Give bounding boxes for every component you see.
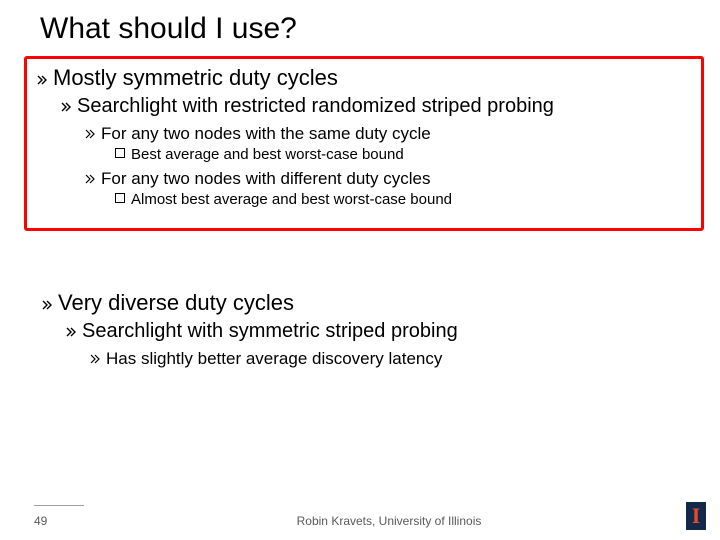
illinois-logo-i-icon: [686, 502, 706, 530]
bullet-level-3: Has slightly better average discovery la…: [90, 349, 692, 369]
bullet-level-2: Searchlight with symmetric striped probi…: [66, 320, 692, 343]
bullet-text: Very diverse duty cycles: [58, 290, 692, 316]
bullet-level-3: For any two nodes with the same duty cyc…: [85, 124, 691, 144]
arrow-bullet-icon: [37, 65, 53, 91]
bullet-text: Searchlight with symmetric striped probi…: [82, 320, 692, 343]
illinois-logo: [686, 502, 710, 534]
bullet-text: Searchlight with restricted randomized s…: [77, 95, 691, 118]
arrow-bullet-icon: [61, 95, 77, 118]
bullet-level-2: Searchlight with restricted randomized s…: [61, 95, 691, 118]
footer: 49 Robin Kravets, University of Illinois: [34, 514, 694, 528]
arrow-bullet-icon: [66, 320, 82, 343]
arrow-bullet-icon: [85, 169, 101, 189]
footer-rule: [34, 505, 84, 506]
bullet-level-4: Almost best average and best worst-case …: [115, 191, 691, 208]
square-bullet-icon: [115, 191, 131, 208]
bullet-text: For any two nodes with different duty cy…: [101, 169, 691, 189]
slide: What should I use? Mostly symmetric duty…: [0, 0, 720, 540]
bullet-level-1: Mostly symmetric duty cycles: [37, 65, 691, 91]
bullet-text: For any two nodes with the same duty cyc…: [101, 124, 691, 144]
bullet-level-3: For any two nodes with different duty cy…: [85, 169, 691, 189]
square-bullet-icon: [115, 146, 131, 163]
arrow-bullet-icon: [90, 349, 106, 369]
bullet-text: Best average and best worst-case bound: [131, 146, 691, 163]
arrow-bullet-icon: [85, 124, 101, 144]
arrow-bullet-icon: [42, 290, 58, 316]
bullet-level-1: Very diverse duty cycles: [42, 290, 692, 316]
bullet-level-4: Best average and best worst-case bound: [115, 146, 691, 163]
attribution: Robin Kravets, University of Illinois: [84, 514, 694, 528]
bullet-text: Has slightly better average discovery la…: [106, 349, 692, 369]
section-2: Very diverse duty cycles Searchlight wit…: [34, 290, 692, 369]
slide-title: What should I use?: [40, 12, 692, 46]
slide-number: 49: [34, 514, 84, 528]
bullet-text: Almost best average and best worst-case …: [131, 191, 691, 208]
highlight-box: Mostly symmetric duty cycles Searchlight…: [24, 56, 704, 231]
bullet-text: Mostly symmetric duty cycles: [53, 65, 691, 91]
